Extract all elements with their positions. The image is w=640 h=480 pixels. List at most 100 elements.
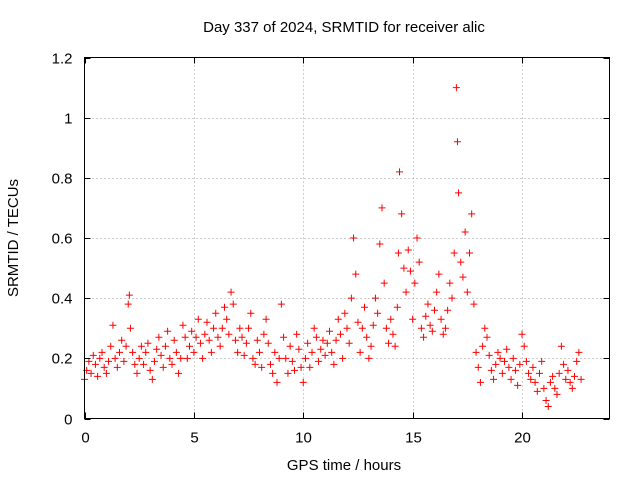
y-tick-label: 1.2	[52, 51, 73, 68]
data-point	[240, 351, 248, 359]
data-point	[133, 369, 141, 377]
data-point	[446, 279, 454, 287]
data-point	[415, 258, 423, 266]
data-point	[122, 342, 130, 350]
data-point	[426, 321, 434, 329]
data-point	[264, 339, 272, 347]
y-tick-label: 1	[64, 111, 72, 128]
data-point	[157, 351, 165, 359]
data-point	[448, 294, 456, 302]
data-point	[275, 354, 283, 362]
data-point	[409, 315, 417, 323]
x-tick-label: 10	[295, 430, 312, 447]
data-point	[249, 354, 257, 362]
data-point	[391, 342, 399, 350]
data-point	[350, 234, 358, 242]
data-point	[111, 354, 119, 362]
data-point	[212, 309, 220, 317]
data-point	[266, 360, 274, 368]
data-point	[363, 333, 371, 341]
data-point	[365, 354, 373, 362]
data-point	[520, 342, 528, 350]
data-point	[144, 339, 152, 347]
data-point	[542, 396, 550, 404]
data-point	[306, 363, 314, 371]
data-point	[94, 372, 102, 380]
data-point	[505, 363, 513, 371]
data-point	[109, 321, 117, 329]
data-point	[317, 345, 325, 353]
data-point	[444, 306, 452, 314]
data-point	[494, 348, 502, 356]
data-point	[175, 369, 183, 377]
data-point	[164, 327, 172, 335]
data-point	[100, 363, 108, 371]
data-point	[439, 330, 447, 338]
data-point	[98, 348, 106, 356]
data-point	[575, 348, 583, 356]
data-point	[205, 336, 213, 344]
y-tick-label: 0	[64, 412, 72, 429]
data-point	[369, 321, 377, 329]
data-point	[492, 360, 500, 368]
data-point	[126, 324, 134, 332]
data-point	[280, 333, 288, 341]
data-point	[201, 330, 209, 338]
data-point	[422, 312, 430, 320]
data-point	[183, 354, 191, 362]
data-point	[91, 360, 99, 368]
data-point	[199, 354, 207, 362]
data-point	[295, 345, 303, 353]
data-point	[389, 330, 397, 338]
data-point	[361, 303, 368, 311]
data-point	[568, 384, 576, 392]
data-point	[406, 267, 414, 275]
data-point	[336, 330, 344, 338]
data-point	[234, 348, 242, 356]
data-point	[229, 300, 237, 308]
data-point	[529, 363, 537, 371]
x-tick-label: 20	[514, 430, 531, 447]
data-point	[326, 327, 333, 335]
data-point	[301, 354, 309, 362]
data-point	[190, 348, 198, 356]
data-point	[479, 342, 487, 350]
data-point	[413, 234, 421, 242]
data-point	[308, 348, 316, 356]
data-point	[490, 375, 498, 383]
data-point	[273, 378, 281, 386]
y-axis: 0 0.2 0.4 0.6 0.8 1 1.2	[52, 51, 610, 429]
data-point	[371, 294, 379, 302]
data-point	[225, 330, 233, 338]
data-point	[262, 315, 270, 323]
data-point	[242, 339, 250, 347]
data-point	[455, 189, 463, 197]
data-point	[118, 336, 126, 344]
data-point	[151, 357, 158, 365]
data-point	[312, 333, 320, 341]
data-point	[564, 366, 572, 374]
data-point	[463, 288, 471, 296]
data-point	[107, 342, 115, 350]
data-point	[105, 357, 113, 365]
data-point	[531, 378, 539, 386]
data-point	[485, 351, 493, 359]
x-tick-label: 0	[81, 430, 89, 447]
data-point	[251, 360, 259, 368]
data-point	[553, 390, 561, 398]
data-point	[511, 366, 519, 374]
data-point	[437, 315, 445, 323]
data-point	[457, 258, 465, 266]
data-point	[194, 315, 202, 323]
data-point	[129, 348, 137, 356]
data-point	[428, 327, 436, 335]
data-point	[216, 342, 224, 350]
data-point	[203, 318, 211, 326]
data-point	[135, 354, 143, 362]
data-point	[387, 315, 395, 323]
data-point	[509, 354, 517, 362]
data-point	[358, 324, 366, 332]
data-point	[394, 249, 402, 257]
data-point	[466, 249, 473, 257]
data-point	[282, 354, 290, 362]
